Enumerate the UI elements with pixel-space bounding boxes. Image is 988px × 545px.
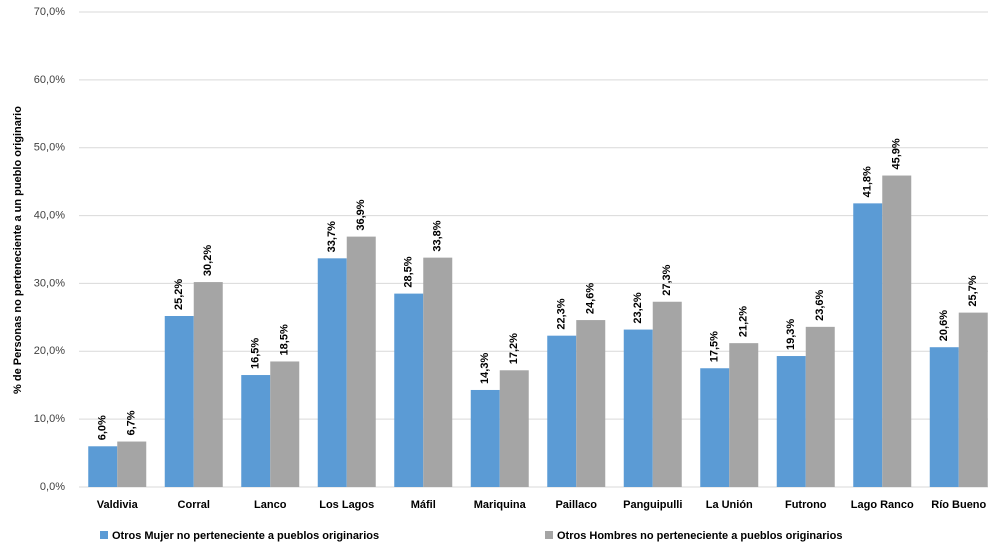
- bar: [164, 316, 194, 487]
- bar: [776, 356, 806, 487]
- bar: [346, 236, 376, 487]
- y-axis-title: % de Personas no perteneciente a un pueb…: [12, 106, 24, 394]
- x-tick-label: Río Bueno: [931, 499, 986, 511]
- x-tick-label: Lago Ranco: [851, 499, 914, 511]
- x-tick-label: Futrono: [785, 499, 827, 511]
- bar: [729, 343, 759, 487]
- value-label: 33,8%: [432, 220, 444, 251]
- legend-label: Otros Mujer no perteneciente a pueblos o…: [112, 530, 379, 542]
- value-label: 23,6%: [814, 289, 826, 320]
- bar: [700, 368, 730, 487]
- bar: [241, 375, 271, 487]
- value-label: 41,8%: [862, 166, 874, 197]
- bar: [423, 257, 453, 487]
- bar: [929, 347, 959, 487]
- value-label: 27,3%: [661, 264, 673, 295]
- y-tick-label: 70,0%: [34, 6, 65, 18]
- bar: [470, 389, 500, 487]
- x-tick-label: Corral: [178, 499, 210, 511]
- bar: [394, 293, 424, 487]
- bar: [853, 203, 883, 487]
- x-tick-label: Mariquina: [474, 499, 527, 511]
- value-label: 6,7%: [126, 410, 138, 435]
- x-tick-label: Máfil: [411, 499, 436, 511]
- y-tick-label: 30,0%: [34, 277, 65, 289]
- x-tick-label: Lanco: [254, 499, 287, 511]
- bar: [270, 361, 300, 487]
- value-label: 16,5%: [250, 338, 262, 369]
- x-tick-label: La Unión: [706, 499, 753, 511]
- bar: [88, 446, 118, 487]
- value-label: 17,5%: [709, 331, 721, 362]
- value-label: 33,7%: [326, 221, 338, 252]
- y-tick-label: 10,0%: [34, 413, 65, 425]
- value-label: 25,7%: [967, 275, 979, 306]
- legend-swatch: [100, 531, 108, 539]
- value-label: 45,9%: [891, 138, 903, 169]
- y-tick-label: 40,0%: [34, 209, 65, 221]
- x-tick-label: Los Lagos: [319, 499, 374, 511]
- value-label: 20,6%: [938, 310, 950, 341]
- bar: [958, 312, 988, 487]
- y-tick-label: 0,0%: [40, 481, 65, 493]
- bar: [623, 329, 653, 487]
- bar: [317, 258, 347, 487]
- legend-swatch: [545, 531, 553, 539]
- y-tick-label: 50,0%: [34, 142, 65, 154]
- y-tick-label: 20,0%: [34, 345, 65, 357]
- x-tick-label: Paillaco: [555, 499, 597, 511]
- bar: [652, 301, 682, 487]
- value-label: 17,2%: [508, 333, 520, 364]
- bar: [117, 441, 147, 487]
- value-label: 14,3%: [479, 353, 491, 384]
- bar: [547, 335, 577, 487]
- bar: [882, 175, 912, 488]
- legend-label: Otros Hombres no perteneciente a pueblos…: [557, 530, 842, 542]
- value-label: 6,0%: [97, 415, 109, 440]
- value-label: 22,3%: [556, 298, 568, 329]
- x-tick-label: Valdivia: [97, 499, 139, 511]
- value-label: 18,5%: [279, 324, 291, 355]
- value-label: 24,6%: [585, 283, 597, 314]
- bar: [576, 320, 606, 487]
- value-label: 36,9%: [355, 199, 367, 230]
- value-label: 19,3%: [785, 319, 797, 350]
- y-tick-label: 60,0%: [34, 74, 65, 86]
- bar: [193, 282, 223, 487]
- value-label: 28,5%: [403, 256, 415, 287]
- value-label: 25,2%: [173, 279, 185, 310]
- x-tick-label: Panguipulli: [623, 499, 682, 511]
- bar: [499, 370, 529, 487]
- bar: [805, 326, 835, 487]
- value-label: 23,2%: [632, 292, 644, 323]
- value-label: 30,2%: [202, 245, 214, 276]
- value-label: 21,2%: [738, 306, 750, 337]
